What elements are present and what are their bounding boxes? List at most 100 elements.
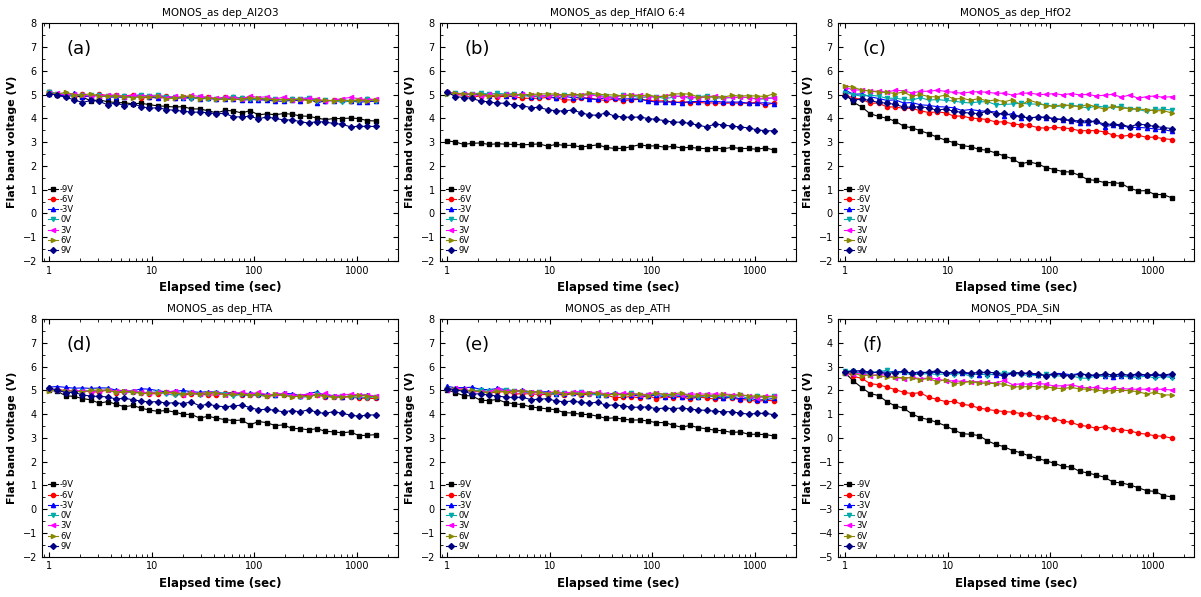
-3V	[226, 95, 240, 102]
0V	[1014, 371, 1028, 378]
-6V	[963, 115, 978, 122]
3V	[490, 386, 504, 393]
-3V	[766, 395, 781, 402]
-9V	[101, 98, 115, 105]
0V	[888, 95, 902, 102]
-3V	[133, 91, 148, 99]
-3V	[184, 93, 198, 100]
Line: -9V: -9V	[47, 388, 378, 438]
0V	[301, 94, 316, 101]
0V	[301, 393, 316, 401]
-9V	[549, 141, 563, 148]
-6V	[766, 99, 781, 106]
-3V	[440, 88, 454, 96]
-3V	[234, 97, 249, 104]
9V	[1148, 371, 1163, 378]
0V	[1089, 102, 1104, 109]
Y-axis label: Flat band voltage (V): Flat band voltage (V)	[7, 76, 17, 208]
6V	[209, 389, 223, 396]
-3V	[896, 100, 910, 107]
-3V	[888, 96, 902, 103]
-3V	[633, 96, 647, 103]
6V	[988, 96, 1003, 103]
0V	[498, 90, 513, 97]
6V	[946, 380, 961, 387]
0V	[101, 93, 115, 100]
-3V	[318, 392, 333, 399]
3V	[641, 93, 656, 100]
Line: -3V: -3V	[843, 369, 1173, 379]
6V	[716, 391, 730, 398]
-3V	[1081, 119, 1095, 126]
-9V	[1072, 467, 1087, 475]
0V	[1098, 103, 1112, 110]
6V	[184, 93, 198, 100]
-9V	[716, 427, 730, 435]
6V	[707, 93, 722, 100]
-3V	[1157, 372, 1171, 379]
6V	[758, 393, 772, 400]
-6V	[557, 392, 572, 399]
3V	[625, 390, 639, 397]
-3V	[150, 387, 165, 394]
-6V	[498, 93, 513, 100]
-9V	[699, 425, 713, 432]
6V	[150, 93, 165, 100]
-3V	[838, 367, 853, 374]
0V	[716, 94, 730, 101]
3V	[733, 391, 747, 398]
9V	[591, 399, 605, 406]
-9V	[1157, 492, 1171, 499]
3V	[1014, 380, 1028, 387]
6V	[234, 390, 249, 398]
0V	[1123, 106, 1137, 113]
6V	[92, 386, 107, 393]
9V	[1115, 370, 1129, 377]
-6V	[591, 96, 605, 103]
0V	[888, 370, 902, 377]
-6V	[67, 92, 82, 99]
3V	[133, 93, 148, 100]
-6V	[1047, 416, 1062, 423]
9V	[574, 109, 588, 116]
0V	[1022, 100, 1036, 107]
-9V	[716, 145, 730, 152]
-9V	[733, 145, 747, 152]
-3V	[234, 390, 249, 397]
-3V	[59, 384, 73, 391]
-9V	[847, 99, 861, 106]
6V	[608, 390, 622, 398]
Line: 3V: 3V	[444, 90, 776, 101]
-3V	[226, 389, 240, 396]
-9V	[335, 115, 349, 122]
-9V	[1039, 164, 1053, 171]
-9V	[524, 141, 538, 148]
-6V	[633, 96, 647, 103]
9V	[448, 93, 462, 100]
-3V	[532, 93, 546, 100]
9V	[913, 103, 927, 110]
9V	[293, 408, 307, 416]
3V	[847, 370, 861, 377]
0V	[733, 94, 747, 101]
0V	[318, 393, 333, 400]
6V	[251, 391, 265, 398]
-3V	[574, 390, 588, 398]
Line: 3V: 3V	[843, 371, 1173, 392]
-9V	[473, 396, 488, 404]
3V	[92, 92, 107, 99]
-9V	[758, 431, 772, 438]
3V	[327, 392, 341, 399]
9V	[1131, 370, 1146, 377]
9V	[582, 399, 597, 407]
-6V	[465, 94, 479, 101]
6V	[921, 375, 936, 382]
9V	[1157, 371, 1171, 378]
0V	[896, 369, 910, 376]
-3V	[217, 96, 232, 103]
-6V	[980, 116, 994, 123]
-6V	[1030, 413, 1045, 420]
-3V	[988, 108, 1003, 115]
-9V	[251, 111, 265, 118]
-6V	[473, 387, 488, 394]
